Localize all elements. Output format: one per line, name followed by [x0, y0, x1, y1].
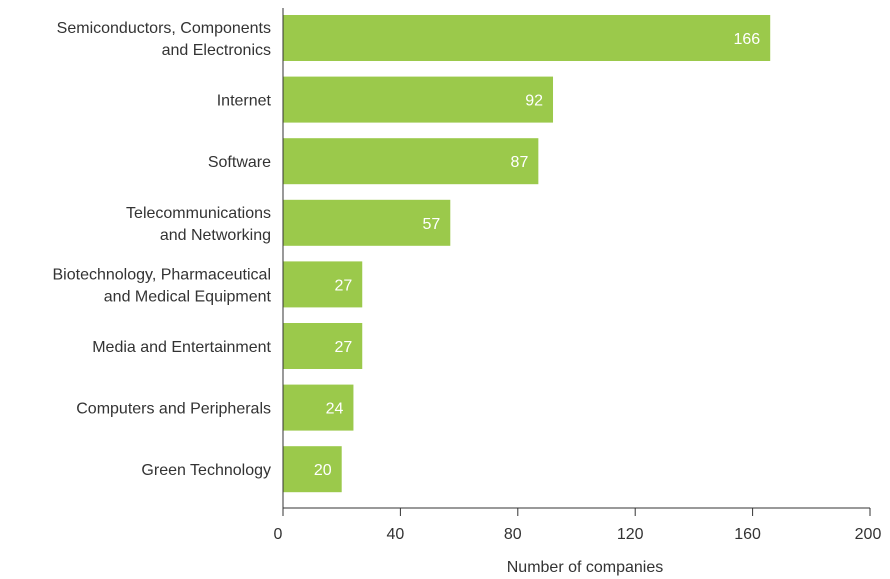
category-label-line: Internet [217, 93, 272, 110]
category-labels-group: Semiconductors, Components and Electronic… [53, 20, 272, 479]
x-axis-title: Number of companies [507, 559, 664, 576]
value-label-0: 166 [734, 31, 761, 48]
value-label-4: 27 [334, 277, 352, 294]
category-label-line: and Medical Equipment [104, 288, 272, 305]
category-label-0: Semiconductors, Components and Electronic… [57, 20, 271, 59]
value-label-6: 24 [326, 401, 344, 418]
x-tick-label-1: 40 [387, 526, 405, 543]
category-label-7: Green Technology [141, 462, 271, 479]
bar-4 [283, 261, 363, 308]
x-tick-label-4: 160 [734, 526, 761, 543]
category-label-line: Semiconductors, Components [57, 20, 271, 37]
value-labels-group: 166 92 87 57 27 27 24 20 [314, 31, 760, 479]
category-label-line: and Electronics [162, 42, 271, 59]
bar-1 [283, 76, 554, 123]
category-label-line: Telecommunications [126, 205, 271, 222]
value-label-3: 57 [422, 216, 440, 233]
x-tick-label-0: 0 [274, 526, 283, 543]
bars-group [283, 15, 771, 493]
bar-0 [283, 15, 771, 61]
bar-7 [283, 446, 342, 493]
x-tick-label-5: 200 [855, 526, 882, 543]
category-label-line: Biotechnology, Pharmaceutical [53, 266, 272, 283]
value-label-1: 92 [525, 93, 543, 110]
x-tick-label-2: 80 [504, 526, 522, 543]
category-label-1: Internet [217, 93, 272, 110]
x-ticks-group: 0 40 80 120 160 200 [274, 508, 882, 543]
category-label-line: Green Technology [141, 462, 271, 479]
bar-6 [283, 384, 354, 431]
category-label-line: Software [208, 154, 271, 171]
category-label-5: Media and Entertainment [92, 339, 271, 356]
category-label-2: Software [208, 154, 271, 171]
bar-2 [283, 138, 539, 185]
bar-3 [283, 199, 451, 246]
value-label-7: 20 [314, 462, 332, 479]
category-label-line: Computers and Peripherals [76, 401, 271, 418]
value-label-2: 87 [511, 154, 529, 171]
category-label-line: and Networking [160, 227, 271, 244]
bar-5 [283, 323, 363, 369]
value-label-5: 27 [334, 339, 352, 356]
category-label-4: Biotechnology, Pharmaceutical and Medical… [53, 266, 272, 305]
x-tick-label-3: 120 [617, 526, 644, 543]
category-label-3: Telecommunications and Networking [126, 205, 271, 244]
category-label-line: Media and Entertainment [92, 339, 271, 356]
category-label-6: Computers and Peripherals [76, 401, 271, 418]
